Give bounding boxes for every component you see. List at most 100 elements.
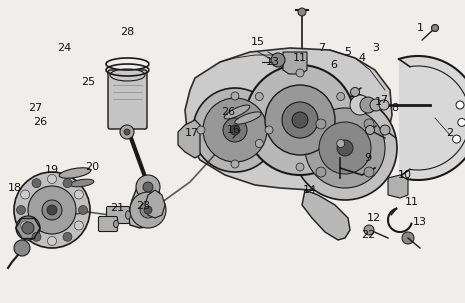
Circle shape bbox=[296, 163, 304, 171]
Circle shape bbox=[370, 99, 382, 111]
Polygon shape bbox=[399, 56, 465, 180]
Circle shape bbox=[351, 88, 359, 96]
Circle shape bbox=[231, 160, 239, 168]
Circle shape bbox=[223, 118, 247, 142]
Circle shape bbox=[316, 119, 326, 129]
Circle shape bbox=[255, 139, 263, 148]
FancyBboxPatch shape bbox=[108, 70, 147, 129]
Circle shape bbox=[364, 167, 374, 177]
Circle shape bbox=[14, 172, 90, 248]
Text: 9: 9 bbox=[365, 153, 372, 163]
Circle shape bbox=[271, 53, 285, 67]
Ellipse shape bbox=[126, 211, 131, 219]
Polygon shape bbox=[178, 120, 200, 158]
Text: 11: 11 bbox=[405, 197, 419, 207]
Circle shape bbox=[63, 232, 72, 241]
Text: 23: 23 bbox=[136, 201, 150, 211]
Circle shape bbox=[74, 221, 83, 230]
Circle shape bbox=[265, 126, 273, 134]
Text: 12: 12 bbox=[367, 213, 381, 223]
Text: 26: 26 bbox=[33, 117, 47, 127]
Text: 19: 19 bbox=[45, 165, 59, 175]
Circle shape bbox=[364, 225, 374, 235]
Ellipse shape bbox=[235, 112, 261, 124]
Circle shape bbox=[296, 69, 304, 77]
Circle shape bbox=[365, 125, 374, 135]
Circle shape bbox=[136, 175, 160, 199]
Circle shape bbox=[380, 125, 390, 135]
Circle shape bbox=[193, 88, 277, 172]
Text: 5: 5 bbox=[345, 47, 352, 57]
Text: 1: 1 bbox=[374, 97, 381, 107]
Text: 14: 14 bbox=[303, 185, 317, 195]
Circle shape bbox=[292, 112, 308, 128]
Ellipse shape bbox=[110, 69, 145, 81]
Text: 7: 7 bbox=[380, 95, 387, 105]
Text: 3: 3 bbox=[372, 43, 379, 53]
Ellipse shape bbox=[113, 220, 119, 228]
Circle shape bbox=[452, 135, 461, 143]
Circle shape bbox=[255, 92, 263, 101]
Circle shape bbox=[364, 119, 374, 129]
Text: 26: 26 bbox=[221, 107, 235, 117]
Circle shape bbox=[140, 202, 156, 218]
Polygon shape bbox=[302, 190, 350, 240]
Text: 24: 24 bbox=[57, 43, 71, 53]
Ellipse shape bbox=[224, 105, 250, 119]
Circle shape bbox=[22, 222, 34, 234]
Circle shape bbox=[20, 221, 30, 230]
Circle shape bbox=[360, 97, 376, 113]
Circle shape bbox=[245, 65, 355, 175]
FancyBboxPatch shape bbox=[106, 207, 129, 224]
Text: 11: 11 bbox=[293, 53, 307, 63]
Circle shape bbox=[63, 179, 72, 188]
Circle shape bbox=[230, 125, 240, 135]
Circle shape bbox=[120, 125, 134, 139]
Circle shape bbox=[282, 102, 318, 138]
Text: 8: 8 bbox=[392, 103, 399, 113]
FancyBboxPatch shape bbox=[99, 217, 118, 231]
Text: 25: 25 bbox=[81, 77, 95, 87]
Circle shape bbox=[298, 8, 306, 16]
Text: 16: 16 bbox=[227, 125, 241, 135]
Circle shape bbox=[144, 206, 152, 214]
Circle shape bbox=[337, 139, 345, 148]
Circle shape bbox=[458, 118, 465, 126]
Circle shape bbox=[32, 179, 41, 188]
Circle shape bbox=[432, 25, 438, 32]
Text: 21: 21 bbox=[110, 203, 124, 213]
Circle shape bbox=[402, 232, 414, 244]
Circle shape bbox=[47, 175, 57, 184]
Polygon shape bbox=[128, 185, 162, 228]
Circle shape bbox=[319, 122, 371, 174]
Text: 17: 17 bbox=[185, 128, 199, 138]
Text: 15: 15 bbox=[251, 37, 265, 47]
Circle shape bbox=[293, 96, 397, 200]
Circle shape bbox=[16, 216, 40, 240]
Circle shape bbox=[337, 140, 353, 156]
Circle shape bbox=[79, 205, 87, 215]
Ellipse shape bbox=[70, 179, 94, 187]
Text: 1: 1 bbox=[417, 23, 424, 33]
Circle shape bbox=[42, 200, 62, 220]
Circle shape bbox=[124, 129, 130, 135]
Circle shape bbox=[16, 205, 26, 215]
Text: 13: 13 bbox=[266, 57, 280, 67]
Circle shape bbox=[47, 205, 57, 215]
Circle shape bbox=[197, 126, 205, 134]
Circle shape bbox=[130, 192, 166, 228]
Circle shape bbox=[32, 232, 41, 241]
Polygon shape bbox=[185, 48, 392, 190]
Circle shape bbox=[231, 92, 239, 100]
Polygon shape bbox=[283, 52, 307, 74]
Circle shape bbox=[28, 186, 76, 234]
Polygon shape bbox=[388, 175, 408, 198]
Text: 10: 10 bbox=[398, 170, 412, 180]
Text: 18: 18 bbox=[8, 183, 22, 193]
Circle shape bbox=[74, 190, 83, 199]
Circle shape bbox=[265, 85, 335, 155]
Circle shape bbox=[305, 108, 385, 188]
Ellipse shape bbox=[59, 168, 91, 178]
Text: 7: 7 bbox=[319, 43, 326, 53]
Circle shape bbox=[456, 101, 464, 109]
